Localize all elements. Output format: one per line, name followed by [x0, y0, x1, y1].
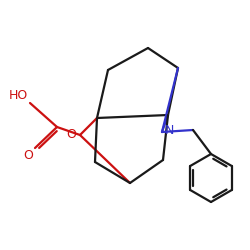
Text: O: O	[23, 149, 33, 162]
Text: HO: HO	[9, 89, 28, 102]
Text: O: O	[66, 128, 76, 140]
Text: N: N	[165, 124, 174, 138]
